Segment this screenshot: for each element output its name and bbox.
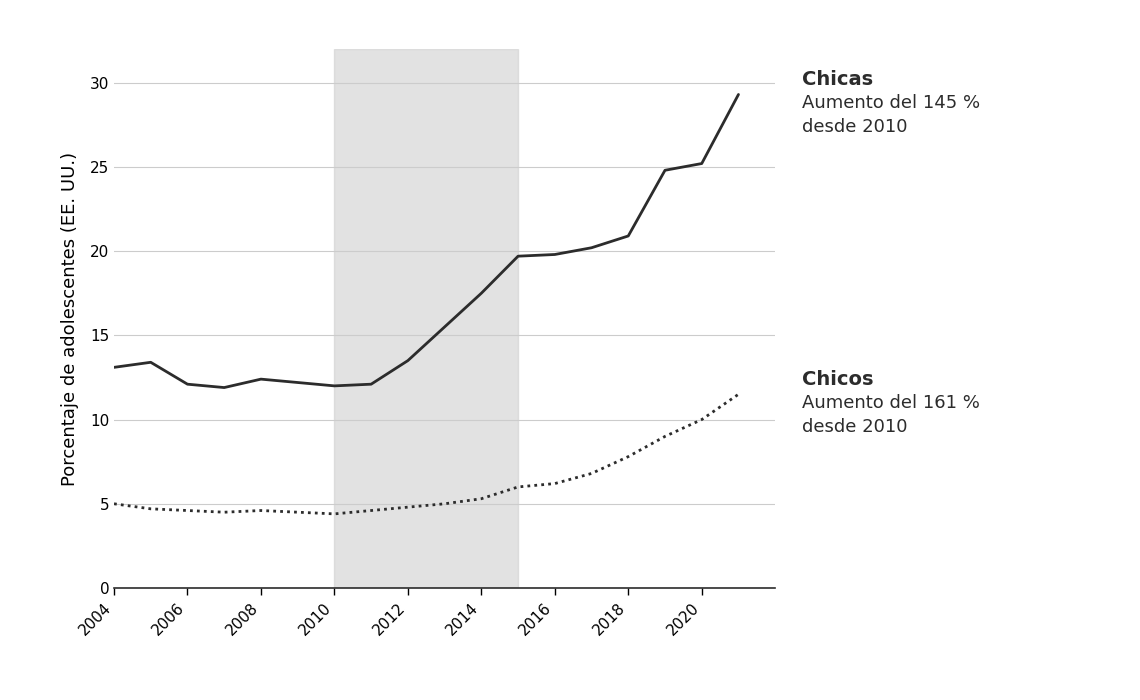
Text: Aumento del 145 %
desde 2010: Aumento del 145 % desde 2010 bbox=[801, 94, 979, 136]
Text: Aumento del 161 %
desde 2010: Aumento del 161 % desde 2010 bbox=[801, 394, 979, 436]
Bar bbox=[334, 49, 518, 588]
Text: Chicas: Chicas bbox=[801, 70, 873, 89]
Text: Chicos: Chicos bbox=[801, 370, 873, 389]
Y-axis label: Porcentaje de adolescentes (EE. UU.): Porcentaje de adolescentes (EE. UU.) bbox=[60, 151, 79, 486]
